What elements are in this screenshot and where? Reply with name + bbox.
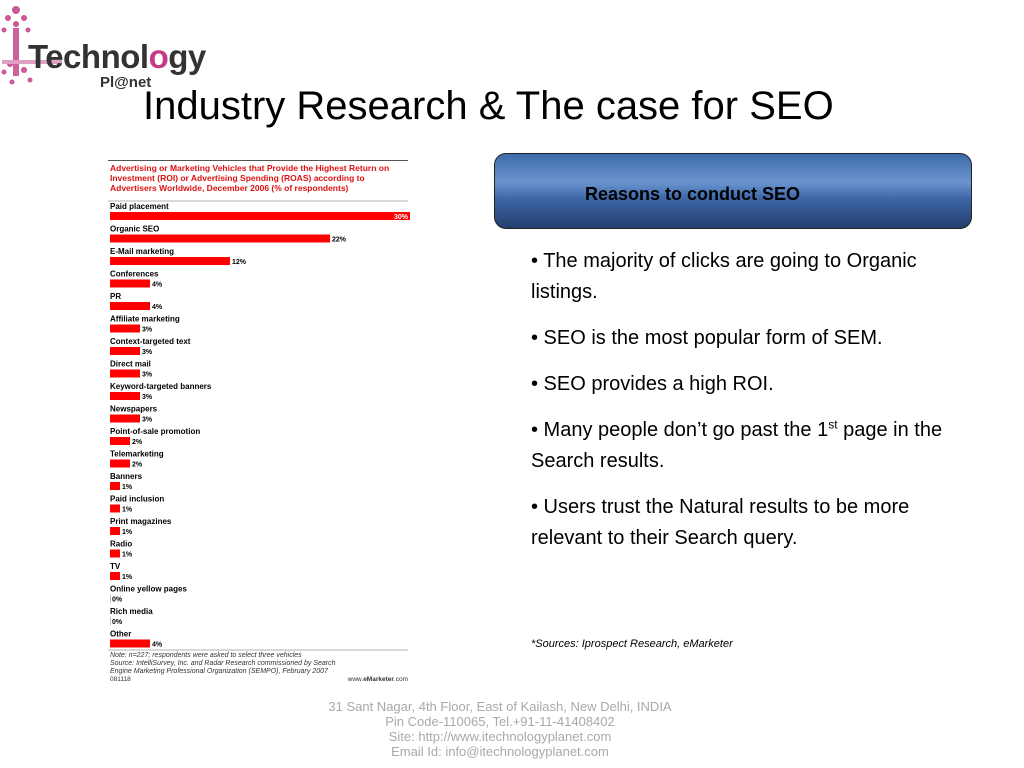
chart-category-label: Keyword-targeted banners xyxy=(110,382,212,391)
company-address: 31 Sant Nagar, 4th Floor, East of Kailas… xyxy=(200,699,800,759)
chart-category-label: Organic SEO xyxy=(110,225,159,234)
chart-note-line: Engine Marketing Professional Organizati… xyxy=(110,668,328,675)
chart-bar xyxy=(110,572,120,580)
list-item: • SEO provides a high ROI. xyxy=(531,373,774,395)
chart-category-label: PR xyxy=(110,292,121,301)
chart-value-label: 1% xyxy=(122,529,133,536)
chart-value-label: 3% xyxy=(142,417,153,424)
address-line: 31 Sant Nagar, 4th Floor, East of Kailas… xyxy=(328,699,672,714)
reasons-title: Reasons to conduct SEO xyxy=(584,184,801,204)
chart-bar xyxy=(110,414,140,423)
list-item: • Users trust the Natural results to be … xyxy=(531,496,910,549)
chart-category-label: Affiliate marketing xyxy=(110,315,180,324)
reasons-header-box: Reasons to conduct SEO xyxy=(494,153,972,229)
company-logo: Technology Pl@net xyxy=(0,0,206,95)
chart-value-label: 0% xyxy=(112,619,123,626)
logo-globe-icon xyxy=(1,6,62,85)
chart-category-label: Paid inclusion xyxy=(110,495,164,504)
chart-value-label: 30% xyxy=(394,214,409,221)
chart-bar xyxy=(110,639,150,648)
chart-category-label: Banners xyxy=(110,472,143,481)
chart-value-label: 3% xyxy=(142,372,153,379)
chart-value-label: 3% xyxy=(142,349,153,356)
chart-category-label: Paid placement xyxy=(110,202,169,211)
chart-category-label: Direct mail xyxy=(110,360,151,369)
chart-value-label: 3% xyxy=(142,394,153,401)
chart-category-label: Rich media xyxy=(110,607,153,616)
chart-value-label: 4% xyxy=(152,642,163,649)
chart-value-label: 1% xyxy=(122,552,133,559)
chart-bar xyxy=(110,212,410,220)
chart-bar xyxy=(110,459,130,468)
chart-note-line: Note: n=227; respondents were asked to s… xyxy=(110,652,302,659)
list-item: • SEO is the most popular form of SEM. xyxy=(531,327,883,349)
slide-title: Industry Research & The case for SEO xyxy=(143,84,834,128)
chart-value-label: 2% xyxy=(132,439,143,446)
chart-category-label: Print magazines xyxy=(110,517,172,526)
list-item: • The majority of clicks are going to Or… xyxy=(531,250,917,303)
chart-bar xyxy=(110,482,120,490)
chart-category-label: Telemarketing xyxy=(110,450,164,459)
chart-bar xyxy=(110,504,120,513)
reasons-list: • The majority of clicks are going to Or… xyxy=(531,246,951,569)
chart-bar xyxy=(110,279,150,288)
chart-category-label: Other xyxy=(110,630,131,639)
chart-title: Advertising or Marketing Vehicles that P… xyxy=(110,163,390,193)
chart-value-label: 22% xyxy=(332,237,347,244)
logo-subtext: Pl@net xyxy=(100,74,152,91)
chart-value-label: 2% xyxy=(132,462,143,469)
chart-value-label: 12% xyxy=(232,259,247,266)
chart-bar xyxy=(110,527,120,535)
chart-source-site: www.eMarketer.com xyxy=(347,676,408,683)
address-line: Site: http://www.itechnologyplanet.com xyxy=(388,729,612,744)
chart-bar xyxy=(110,549,120,558)
chart-value-label: 4% xyxy=(152,304,163,311)
chart-note-line: Source: IntelliSurvey, Inc. and Radar Re… xyxy=(110,660,336,667)
chart-bar xyxy=(110,324,140,333)
chart-category-label: Online yellow pages xyxy=(110,585,187,594)
chart-bar xyxy=(110,392,140,400)
bar-chart: Paid placement 30% Organic SEO 22% E-Mail ma… xyxy=(108,200,410,651)
address-line: Email Id: info@itechnologyplanet.com xyxy=(391,744,609,759)
chart-category-label: Newspapers xyxy=(110,405,158,414)
chart-id: 081118 xyxy=(110,676,131,683)
chart-value-label: 3% xyxy=(142,327,153,334)
list-item: • Many people don’t go past the 1st page… xyxy=(531,417,943,472)
chart-bar xyxy=(110,617,111,625)
chart-bar xyxy=(110,369,140,378)
chart-value-label: 1% xyxy=(122,484,133,491)
chart-value-label: 4% xyxy=(152,282,163,289)
logo-wordmark: Technology xyxy=(28,38,206,75)
chart-category-label: Conferences xyxy=(110,270,159,279)
chart-bar xyxy=(110,257,230,265)
chart-category-label: TV xyxy=(110,562,121,571)
chart-bar xyxy=(110,437,130,445)
chart-container: Advertising or Marketing Vehicles that P… xyxy=(108,160,408,686)
chart-category-label: Point-of-sale promotion xyxy=(110,427,200,436)
chart-bar xyxy=(110,594,111,603)
sources-note: *Sources: Iprospect Research, eMarketer xyxy=(531,638,733,650)
chart-category-label: Radio xyxy=(110,540,132,549)
address-line: Pin Code-110065, Tel.+91-11-41408402 xyxy=(385,714,615,729)
chart-value-label: 1% xyxy=(122,507,133,514)
chart-category-label: E-Mail marketing xyxy=(110,247,174,256)
chart-value-label: 0% xyxy=(112,597,123,604)
chart-bar xyxy=(110,234,330,243)
chart-top-rule xyxy=(108,160,408,161)
chart-notes: Note: n=227; respondents were asked to s… xyxy=(110,652,408,676)
chart-category-label: Context-targeted text xyxy=(110,337,191,346)
chart-bar xyxy=(110,302,150,310)
chart-value-label: 1% xyxy=(122,574,133,581)
chart-bar xyxy=(110,347,140,355)
